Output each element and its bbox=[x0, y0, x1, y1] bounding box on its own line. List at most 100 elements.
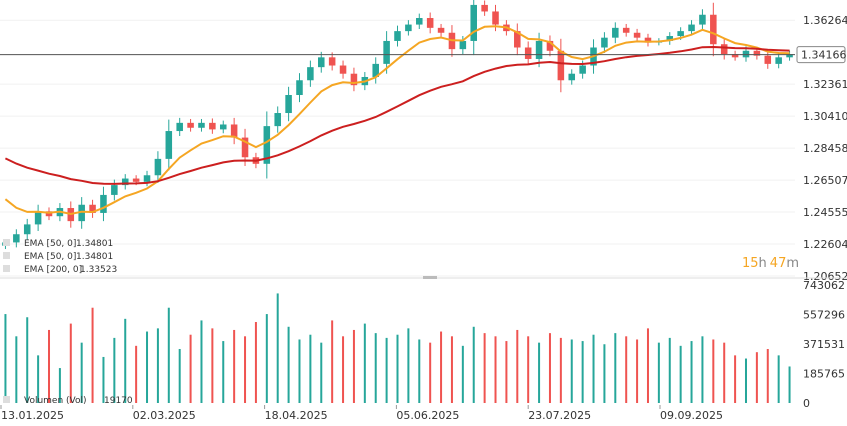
volume-bar bbox=[440, 331, 443, 403]
volume-bar bbox=[156, 328, 159, 403]
candle-body bbox=[710, 14, 717, 45]
candle-body bbox=[416, 18, 423, 25]
candle-countdown: 15h 47m bbox=[742, 256, 799, 271]
price-axis: 1.36264 1.32361 1.30410 1.28458 1.26507 1.245… bbox=[803, 14, 847, 283]
candle-body bbox=[426, 18, 434, 28]
pane-resize-handle[interactable] bbox=[423, 276, 437, 279]
volume-bar bbox=[559, 337, 562, 403]
volume-bar bbox=[58, 368, 61, 403]
candle-body bbox=[274, 113, 281, 127]
candle-body bbox=[100, 194, 107, 213]
candle-body bbox=[568, 73, 576, 81]
volume-bar bbox=[189, 334, 192, 403]
volume-tick-label: 0 bbox=[803, 397, 810, 410]
volume-tick-label: 371531 bbox=[803, 338, 845, 351]
volume-bar bbox=[396, 334, 399, 403]
volume-bar bbox=[178, 349, 181, 403]
legend-row-ema50-a[interactable]: EMA [50, 0] 1.34801 bbox=[3, 239, 113, 249]
legend-row-ema50-b[interactable]: EMA [50, 0] 1.34801 bbox=[3, 252, 113, 262]
candle-body bbox=[437, 27, 445, 33]
volume-bars bbox=[4, 293, 791, 403]
volume-bar bbox=[233, 329, 236, 403]
volume-bar bbox=[494, 336, 497, 403]
volume-bar bbox=[429, 342, 432, 403]
candle-body bbox=[644, 37, 652, 43]
volume-bar bbox=[679, 345, 682, 403]
volume-bar bbox=[461, 345, 464, 403]
candle-body bbox=[339, 65, 347, 74]
candle-body bbox=[296, 80, 303, 96]
candle-body bbox=[612, 27, 619, 38]
volume-legend[interactable]: Volumen (Vol) 19170 bbox=[3, 396, 133, 406]
candle-body bbox=[720, 44, 728, 55]
volume-bar bbox=[211, 328, 214, 403]
volume-bar bbox=[636, 339, 639, 403]
volume-bar bbox=[690, 341, 693, 403]
candle-body bbox=[786, 54, 793, 58]
ema-lines bbox=[4, 25, 790, 216]
volume-bar bbox=[450, 336, 453, 403]
x-tick-label: 13.01.2025 bbox=[1, 409, 64, 422]
volume-bar bbox=[222, 341, 225, 403]
candle-body bbox=[470, 4, 477, 41]
volume-bar bbox=[712, 339, 715, 403]
candle-body bbox=[753, 50, 761, 56]
volume-bar bbox=[657, 342, 660, 403]
countdown-hours: 15 bbox=[742, 256, 759, 271]
countdown-m: m bbox=[786, 256, 799, 271]
candle-body bbox=[524, 47, 532, 59]
volume-bar bbox=[26, 317, 29, 403]
candle-body bbox=[535, 40, 543, 59]
legend-row-ema200[interactable]: EMA [200, 0] 1.33523 bbox=[3, 265, 117, 275]
volume-bar bbox=[254, 322, 257, 403]
volume-bar bbox=[548, 333, 551, 403]
price-tick-label: 1.20652 bbox=[803, 270, 847, 283]
price-tick-label: 1.24555 bbox=[803, 206, 847, 219]
legend-ema200-label: EMA [200, 0] bbox=[24, 265, 82, 275]
volume-bar bbox=[37, 355, 40, 403]
volume-bar bbox=[276, 293, 279, 403]
candle-body bbox=[350, 73, 358, 86]
candle-body bbox=[557, 50, 565, 81]
volume-bar bbox=[625, 336, 628, 403]
candle-body bbox=[394, 31, 401, 41]
volume-tick-label: 185765 bbox=[803, 368, 845, 381]
candle-body bbox=[601, 37, 608, 48]
candle-body bbox=[143, 175, 151, 182]
volume-bar bbox=[287, 326, 290, 403]
volume-bar bbox=[342, 336, 345, 403]
ema50-line bbox=[4, 25, 790, 216]
volume-tick-label: 557296 bbox=[803, 309, 845, 322]
volume-bar bbox=[516, 329, 519, 403]
legend-settings-icon[interactable] bbox=[3, 239, 10, 246]
candle-body bbox=[514, 31, 521, 48]
volume-bar bbox=[167, 307, 170, 403]
volume-bar bbox=[374, 333, 377, 403]
candle-body bbox=[187, 122, 194, 128]
candle-body bbox=[764, 55, 772, 64]
volume-bar bbox=[102, 356, 105, 403]
candle-body bbox=[383, 40, 390, 64]
x-tick-label: 02.03.2025 bbox=[133, 409, 196, 422]
volume-bar bbox=[744, 358, 747, 403]
legend-ema50b-label: EMA [50, 0] bbox=[24, 252, 76, 262]
legend-settings-icon[interactable] bbox=[3, 265, 10, 272]
candle-body bbox=[622, 27, 630, 33]
legend-settings-icon[interactable] bbox=[3, 252, 10, 259]
price-tick-label: 1.28458 bbox=[803, 142, 847, 155]
volume-settings-icon[interactable] bbox=[3, 396, 10, 403]
volume-axis: 743062 557296 371531 185765 0 bbox=[803, 279, 845, 410]
candle-body bbox=[492, 11, 499, 25]
volume-bar bbox=[766, 349, 769, 403]
volume-bar bbox=[265, 314, 268, 403]
candle-body bbox=[677, 31, 684, 37]
candle-body bbox=[121, 178, 129, 186]
candle-body bbox=[459, 40, 467, 50]
volume-bar bbox=[407, 328, 410, 403]
volume-bar bbox=[538, 342, 541, 403]
volume-bar bbox=[505, 341, 508, 403]
candle-body bbox=[307, 67, 314, 81]
